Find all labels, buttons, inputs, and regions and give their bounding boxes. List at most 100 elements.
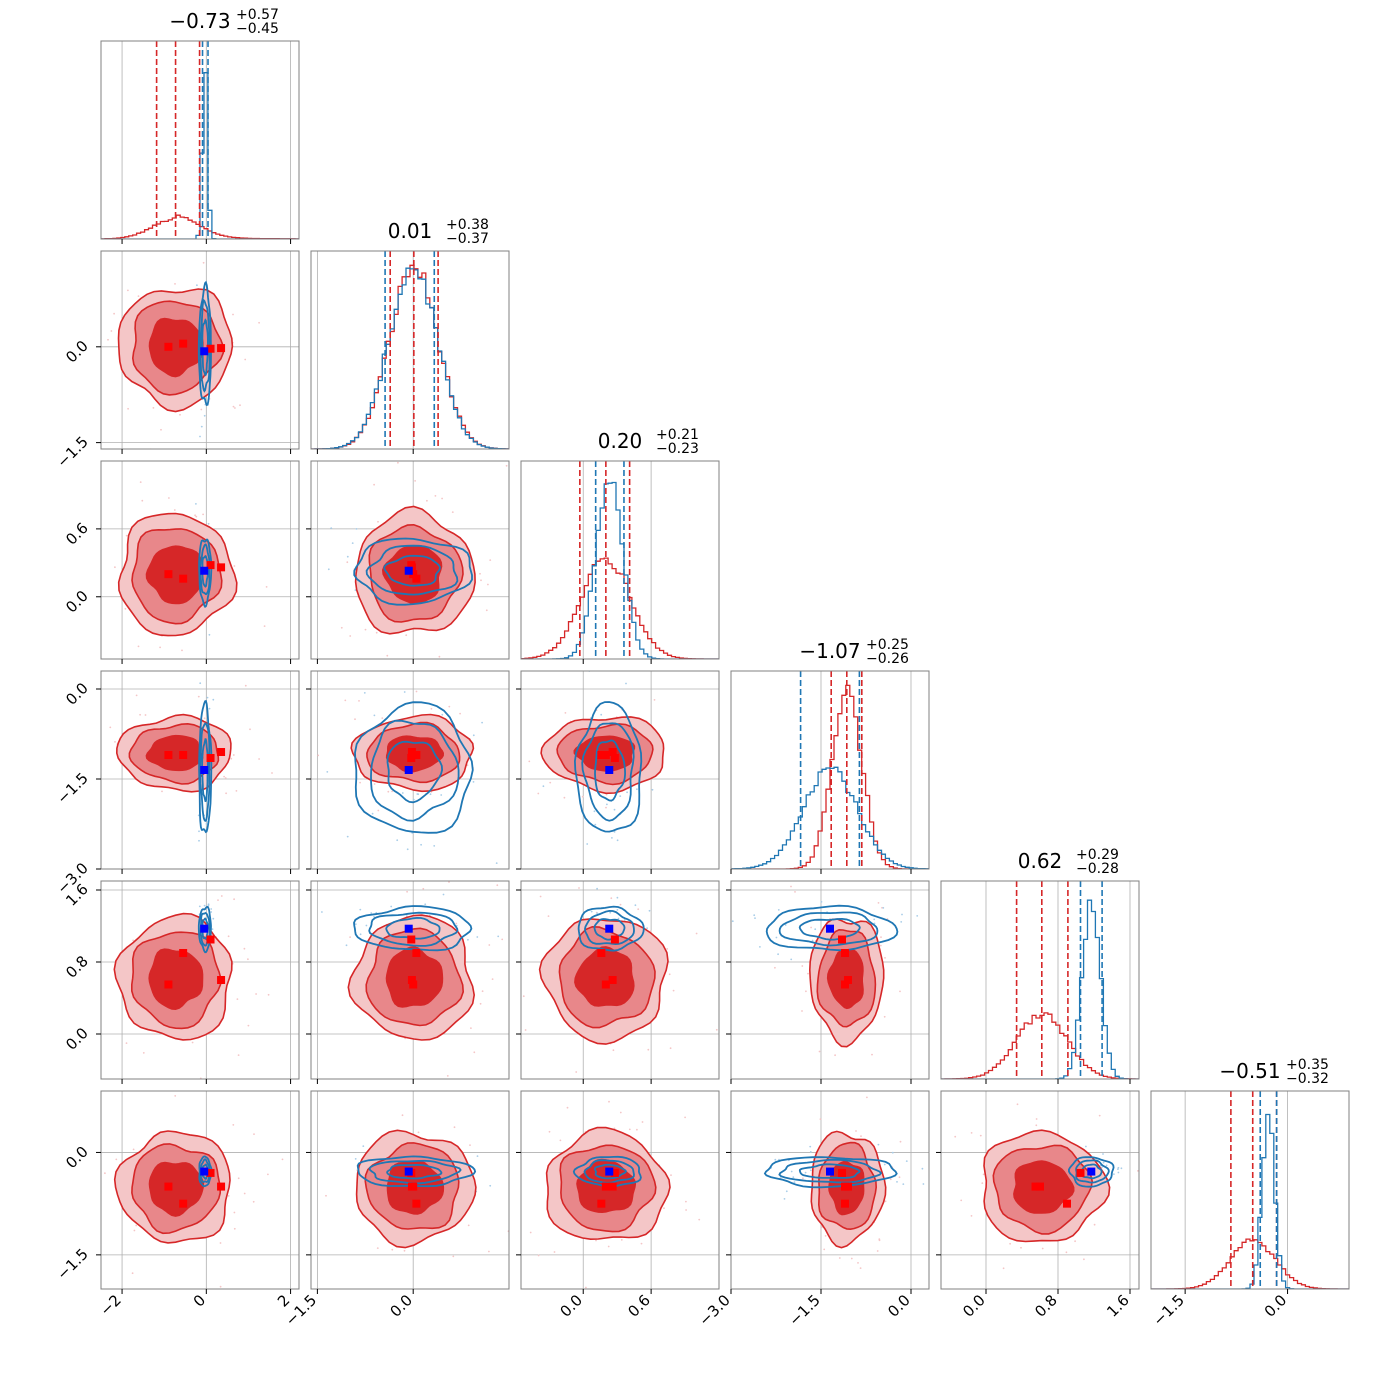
sample-point-red — [1016, 1103, 1019, 1106]
marker-blue — [200, 566, 209, 575]
sample-point-red — [441, 497, 443, 500]
contour-blue-0 — [198, 699, 213, 834]
marker-red — [179, 574, 188, 583]
contour-blue-1 — [199, 722, 211, 822]
sample-point-blue — [198, 830, 200, 833]
marker-blue — [404, 1167, 413, 1176]
contour-blue-1 — [583, 1159, 635, 1184]
marker-red — [608, 976, 617, 984]
panel-frame — [100, 1090, 300, 1290]
sample-point-red — [823, 1248, 826, 1251]
sample-point-blue — [354, 923, 357, 925]
x-tick-label: −1.5 — [785, 1291, 823, 1329]
marker-red — [844, 976, 852, 984]
sample-point-red — [219, 1242, 222, 1244]
sample-point-blue — [199, 682, 202, 685]
sample-point-red — [487, 583, 489, 586]
panel-title: −0.51 — [1219, 1059, 1280, 1083]
sample-point-red — [863, 856, 865, 858]
sample-point-red — [899, 1129, 901, 1131]
panel-2-0: 0.0 0.6 — [62, 460, 300, 664]
y-tick-label: 0.6 — [62, 519, 92, 549]
sample-point-red — [564, 712, 567, 714]
marker-red — [206, 1168, 215, 1177]
sample-point-red — [1035, 1124, 1038, 1127]
marker-red — [407, 976, 416, 984]
marker-red — [412, 574, 421, 583]
title-minus: −0.28 — [1076, 861, 1119, 877]
contour-blue-1 — [199, 298, 211, 393]
sample-point-red — [578, 887, 580, 889]
sample-point-blue — [355, 528, 358, 530]
sample-point-red — [381, 717, 384, 719]
panel-frame — [100, 250, 300, 450]
sample-point-red — [202, 513, 205, 516]
sample-point-red — [898, 1176, 901, 1179]
sample-point-blue — [467, 938, 469, 941]
sample-point-red — [478, 994, 480, 996]
marker-blue — [826, 1167, 834, 1176]
panel-frame — [730, 1090, 930, 1290]
sample-point-red — [684, 1116, 686, 1119]
marker-blue — [404, 924, 413, 933]
panel-2-1 — [306, 460, 510, 664]
sample-point-red — [698, 1218, 701, 1221]
sample-point-blue — [210, 908, 213, 910]
sample-point-blue — [327, 568, 330, 571]
sample-point-red — [954, 1135, 957, 1138]
sample-point-red — [267, 993, 270, 996]
sample-point-blue — [199, 435, 201, 438]
y-tick-label: 0.0 — [62, 679, 92, 709]
sample-point-red — [349, 635, 352, 637]
sample-point-red — [271, 772, 273, 774]
contour-blue-1 — [368, 911, 459, 947]
sample-point-red — [612, 1049, 615, 1052]
sample-point-red — [200, 408, 203, 411]
sample-point-blue — [472, 781, 475, 783]
sample-point-blue — [209, 667, 211, 669]
contour-blue-0 — [572, 1155, 642, 1188]
sample-point-red — [139, 481, 142, 483]
sample-point-red — [505, 464, 508, 467]
marker-red — [838, 1168, 846, 1177]
panel-frame — [100, 460, 300, 660]
sample-point-red — [884, 957, 886, 959]
sample-point-red — [666, 948, 669, 950]
sample-point-red — [1098, 1114, 1101, 1117]
sample-point-red — [377, 809, 380, 812]
sample-point-red — [685, 1209, 687, 1211]
sample-point-red — [223, 775, 226, 778]
sample-point-blue — [208, 633, 211, 636]
x-tick-label: −3.0 — [695, 1291, 733, 1329]
sample-point-red — [132, 1148, 135, 1151]
sample-point-red — [234, 407, 236, 409]
sample-point-red — [373, 783, 376, 785]
sample-point-blue — [515, 1173, 517, 1175]
sample-point-red — [252, 1200, 255, 1203]
panel-3-2 — [516, 670, 720, 874]
sample-point-blue — [429, 793, 432, 796]
sample-point-blue — [651, 788, 654, 791]
sample-point-blue — [623, 919, 626, 921]
sample-point-red — [859, 1267, 862, 1269]
sample-point-red — [127, 407, 129, 410]
y-tick-label: −1.5 — [53, 1245, 91, 1283]
sample-point-red — [871, 1053, 873, 1056]
sample-point-red — [448, 705, 451, 708]
sample-point-blue — [877, 1143, 880, 1146]
marker-blue — [200, 924, 209, 933]
sample-point-blue — [441, 713, 444, 716]
sample-point-red — [647, 1048, 650, 1051]
panel-4-1 — [306, 880, 510, 1084]
sample-point-red — [346, 561, 349, 564]
sample-point-blue — [793, 1181, 796, 1183]
sample-point-red — [549, 781, 552, 784]
contour-blue-1 — [778, 1158, 883, 1184]
sample-point-blue — [930, 923, 932, 925]
sample-point-red — [258, 321, 260, 324]
sample-point-red — [880, 936, 882, 938]
panel-frame — [100, 880, 300, 1080]
sample-point-red — [1002, 1267, 1005, 1270]
sample-point-blue — [420, 843, 422, 846]
sample-point-red — [899, 1140, 902, 1143]
